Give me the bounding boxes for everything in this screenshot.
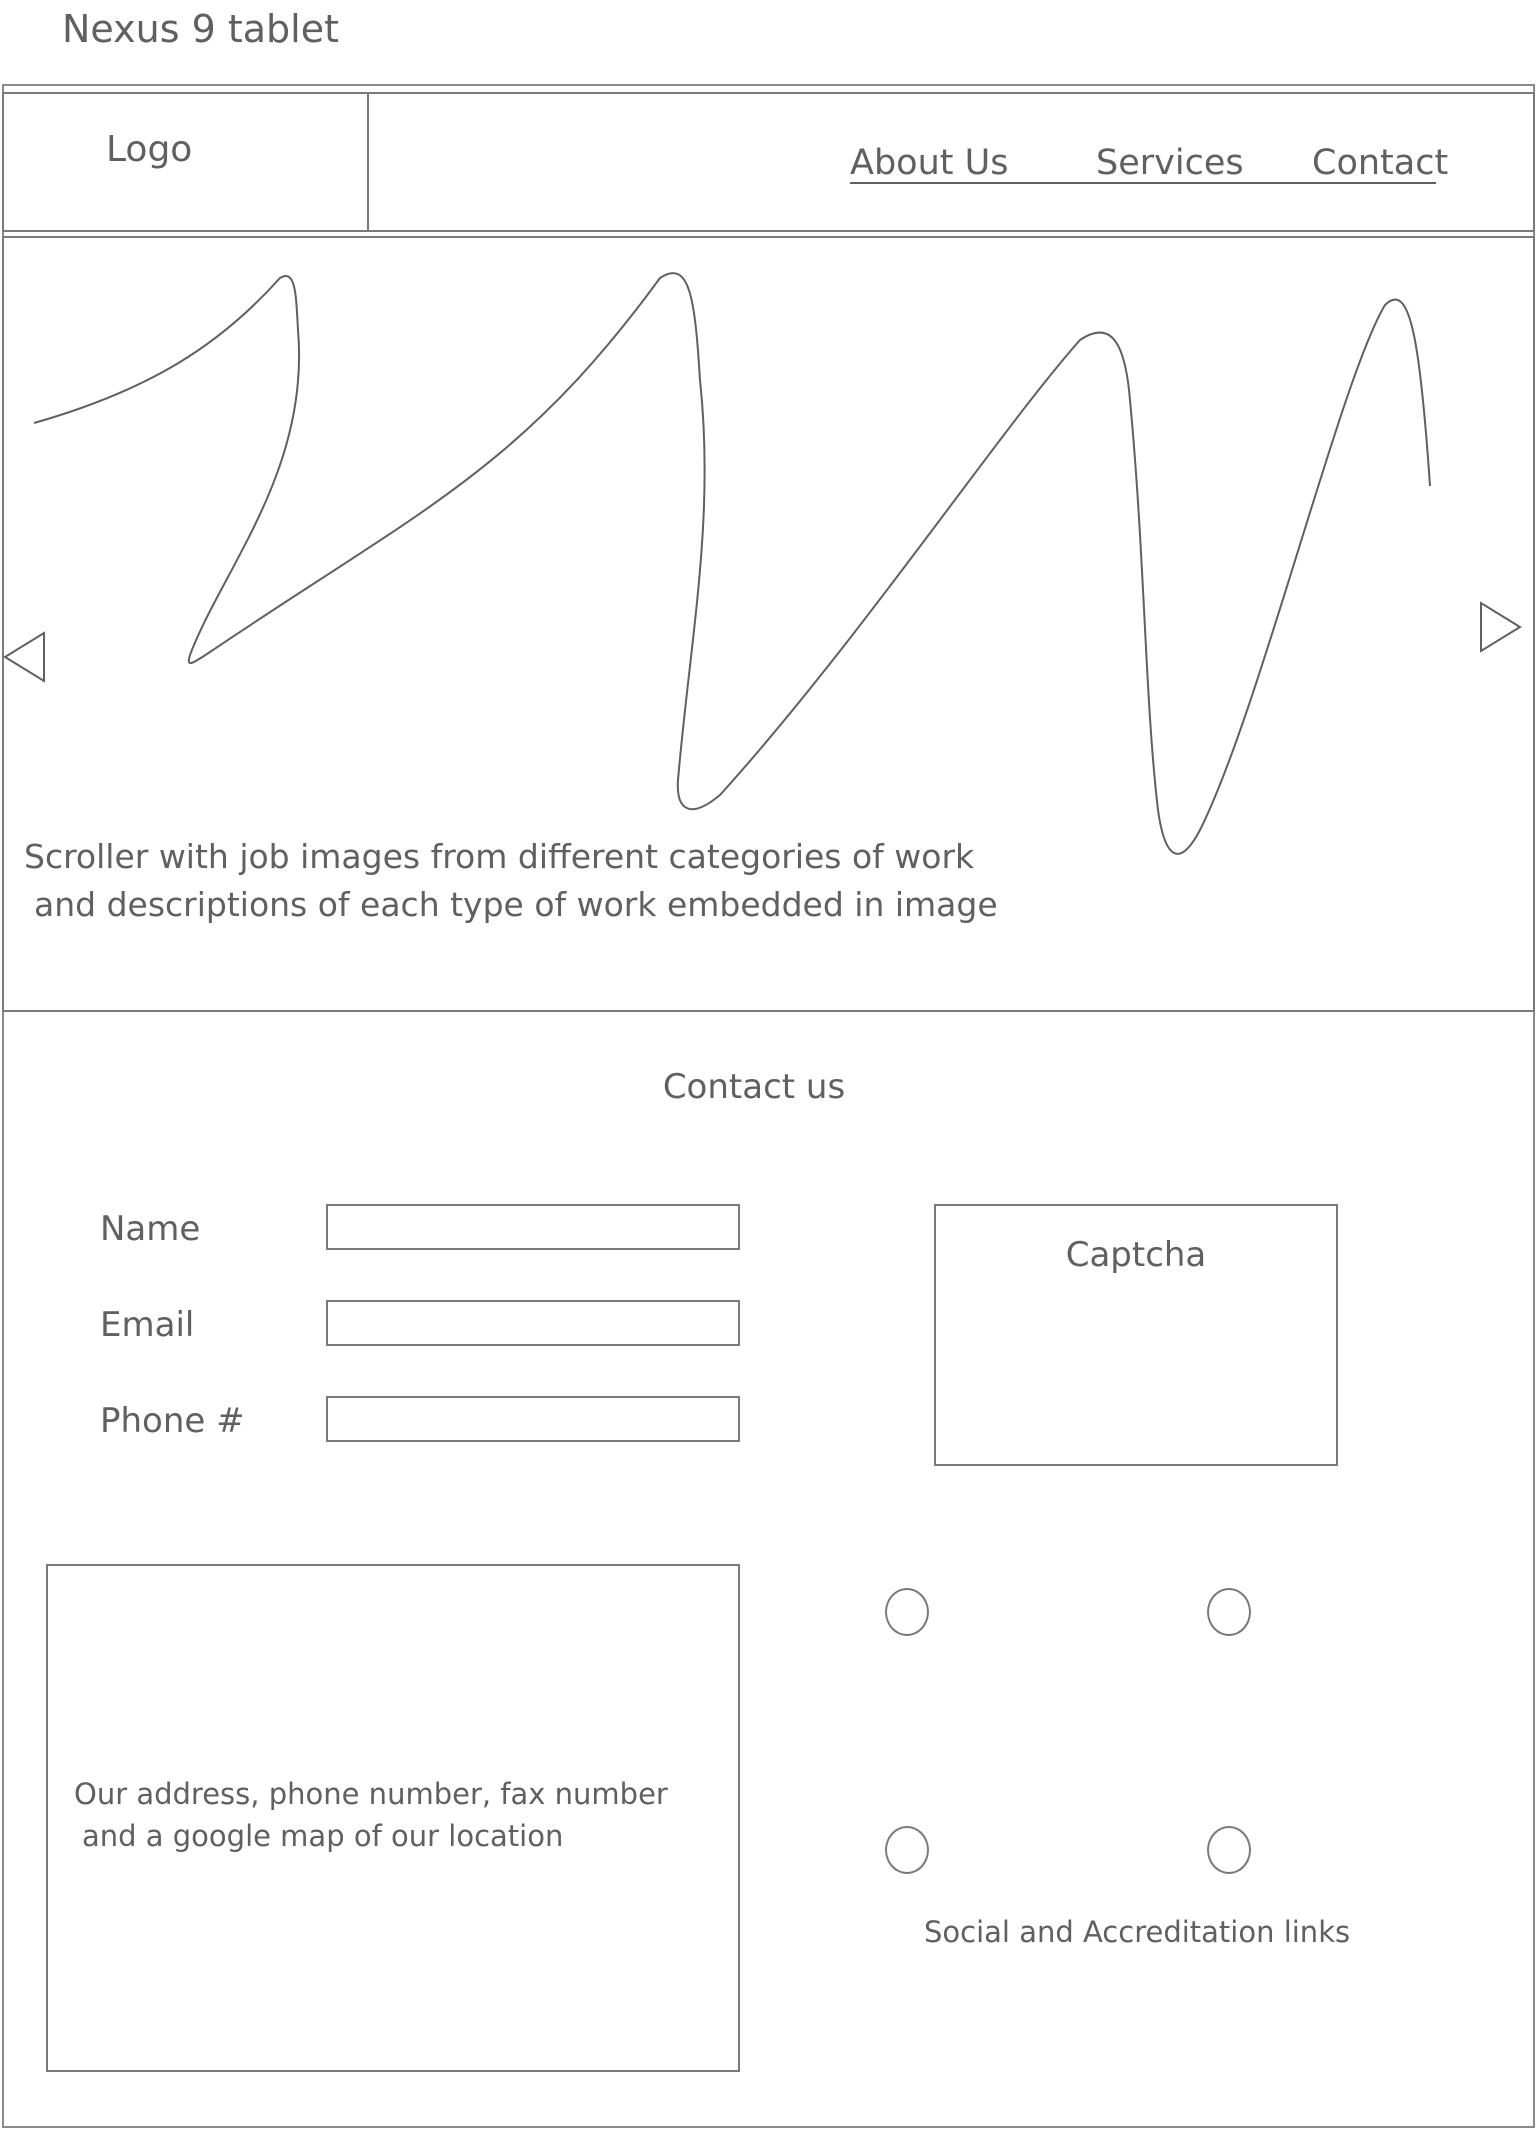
image-scroller[interactable] [2, 236, 1535, 1012]
nav-underline [850, 182, 1436, 184]
contact-title: Contact us [662, 1067, 846, 1107]
triangle-left-icon[interactable] [2, 630, 48, 684]
scroller-caption-line-1: Scroller with job images from different … [24, 837, 975, 876]
logo[interactable]: Logo [106, 129, 193, 170]
name-input[interactable] [326, 1204, 740, 1250]
social-link-3[interactable] [885, 1826, 929, 1874]
name-label: Name [100, 1209, 201, 1249]
triangle-right-icon[interactable] [1478, 600, 1524, 654]
captcha-box[interactable] [934, 1204, 1338, 1466]
address-line-2: and a google map of our location [82, 1819, 564, 1853]
device-label: Nexus 9 tablet [62, 7, 339, 51]
nav-link-contact[interactable]: Contact [1312, 143, 1449, 183]
logo-divider [367, 92, 369, 232]
email-input[interactable] [326, 1300, 740, 1346]
scroller-caption-line-2: and descriptions of each type of work em… [34, 885, 998, 924]
nav-link-services[interactable]: Services [1096, 143, 1244, 183]
captcha-label: Captcha [1065, 1235, 1207, 1275]
social-link-2[interactable] [1207, 1588, 1251, 1636]
site-header [2, 92, 1535, 232]
social-link-4[interactable] [1207, 1826, 1251, 1874]
email-label: Email [100, 1305, 195, 1345]
social-link-1[interactable] [885, 1588, 929, 1636]
nav-link-about-us[interactable]: About Us [850, 143, 1009, 183]
device-frame [2, 84, 1535, 2128]
phone-input[interactable] [326, 1396, 740, 1442]
phone-label: Phone # [100, 1401, 245, 1441]
address-map-box[interactable] [46, 1564, 740, 2072]
address-line-1: Our address, phone number, fax number [74, 1777, 668, 1811]
social-links-label: Social and Accreditation links [924, 1915, 1351, 1949]
